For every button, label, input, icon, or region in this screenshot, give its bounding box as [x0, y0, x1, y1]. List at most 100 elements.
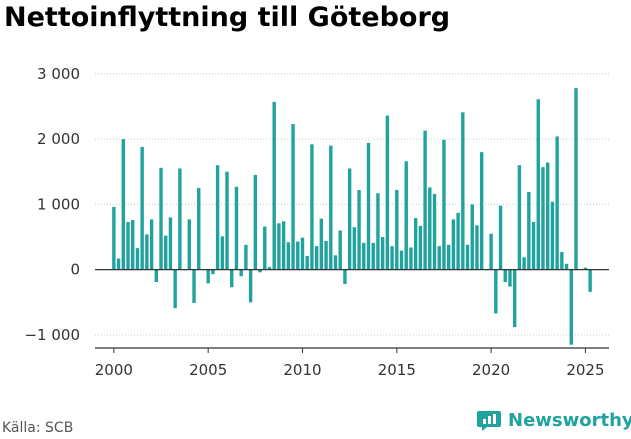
tick-labels: −1 000 0 1 000 2 000 3 000 2000 2005 2010 2015 20… [24, 65, 604, 379]
x-tick-label: 2010 [283, 361, 321, 379]
bar [211, 269, 215, 275]
bar [404, 161, 408, 270]
bar [385, 115, 390, 270]
bar [215, 165, 220, 270]
bar [225, 171, 229, 270]
bar [131, 220, 135, 270]
bar [164, 235, 168, 270]
chart-title: Nettoinflyttning till Göteborg [4, 2, 451, 33]
bar [531, 221, 536, 270]
bar [522, 257, 526, 270]
bar [277, 223, 281, 270]
bar [206, 269, 210, 284]
bar [286, 242, 291, 270]
bar [550, 201, 555, 270]
bar [423, 130, 427, 270]
bar [178, 168, 182, 270]
newsworthy-logo-icon [477, 411, 501, 431]
bar [168, 217, 173, 270]
bar [461, 112, 465, 270]
bar [305, 255, 309, 270]
y-tick-label: 2 000 [37, 130, 80, 148]
bar [253, 174, 258, 270]
bar [291, 124, 295, 270]
bar [310, 144, 314, 270]
bar [357, 190, 361, 270]
bar [154, 269, 159, 283]
bar [527, 191, 531, 270]
bar [494, 269, 498, 314]
bar [418, 225, 423, 270]
bar [366, 142, 371, 270]
bar [409, 247, 413, 270]
bar [248, 269, 253, 303]
bar [517, 165, 522, 270]
bar [470, 204, 474, 270]
bar [135, 248, 140, 270]
bar [541, 167, 545, 270]
y-tick-label: −1 000 [24, 326, 80, 344]
bar [512, 269, 517, 328]
bar [338, 230, 342, 270]
bar [192, 269, 196, 303]
axes [95, 269, 609, 353]
bar [159, 167, 163, 270]
brand-logo: Newsworthy [476, 407, 631, 433]
grid-lines [95, 73, 609, 336]
bar [333, 255, 338, 270]
bar [263, 226, 267, 270]
bar [234, 186, 239, 270]
bars [112, 88, 592, 345]
bar [230, 269, 234, 288]
bar [187, 219, 192, 270]
bar [116, 258, 121, 270]
bar [324, 240, 328, 270]
x-tick-label: 2005 [189, 361, 227, 379]
source-note: Källa: SCB [2, 420, 74, 436]
bar [442, 139, 446, 270]
y-tick-label: 1 000 [37, 195, 80, 213]
y-tick-label: 3 000 [37, 65, 80, 83]
bar [465, 244, 470, 270]
bar [508, 269, 512, 287]
bar [560, 252, 564, 270]
bar [456, 212, 460, 270]
bar [446, 244, 451, 270]
bar [220, 236, 225, 270]
bar [413, 218, 418, 270]
bar [258, 269, 262, 273]
bar [300, 237, 305, 270]
bar [475, 225, 479, 270]
bar [329, 145, 333, 270]
x-tick-label: 2015 [378, 361, 416, 379]
bar [376, 193, 380, 270]
brand-name: Newsworthy [508, 409, 631, 431]
bar [489, 233, 493, 270]
bar [371, 242, 375, 270]
bar [267, 267, 272, 270]
bar [352, 227, 357, 270]
bar [380, 237, 385, 270]
bar [574, 88, 578, 270]
bar [569, 269, 573, 345]
bar [536, 99, 540, 270]
bar [319, 218, 324, 270]
bar [272, 101, 276, 270]
x-tick-label: 2000 [95, 361, 133, 379]
bar [343, 269, 347, 285]
bar [149, 219, 154, 270]
bar [126, 221, 130, 270]
bar [145, 234, 149, 270]
bar [112, 206, 116, 270]
bar [428, 187, 432, 270]
bar [503, 269, 507, 283]
x-tick-label: 2025 [566, 361, 604, 379]
bar [314, 246, 319, 270]
bar [545, 162, 550, 270]
bar [451, 219, 456, 270]
bar [390, 246, 394, 270]
y-tick-label: 0 [70, 261, 80, 279]
bar [173, 269, 177, 309]
bar [347, 168, 352, 270]
